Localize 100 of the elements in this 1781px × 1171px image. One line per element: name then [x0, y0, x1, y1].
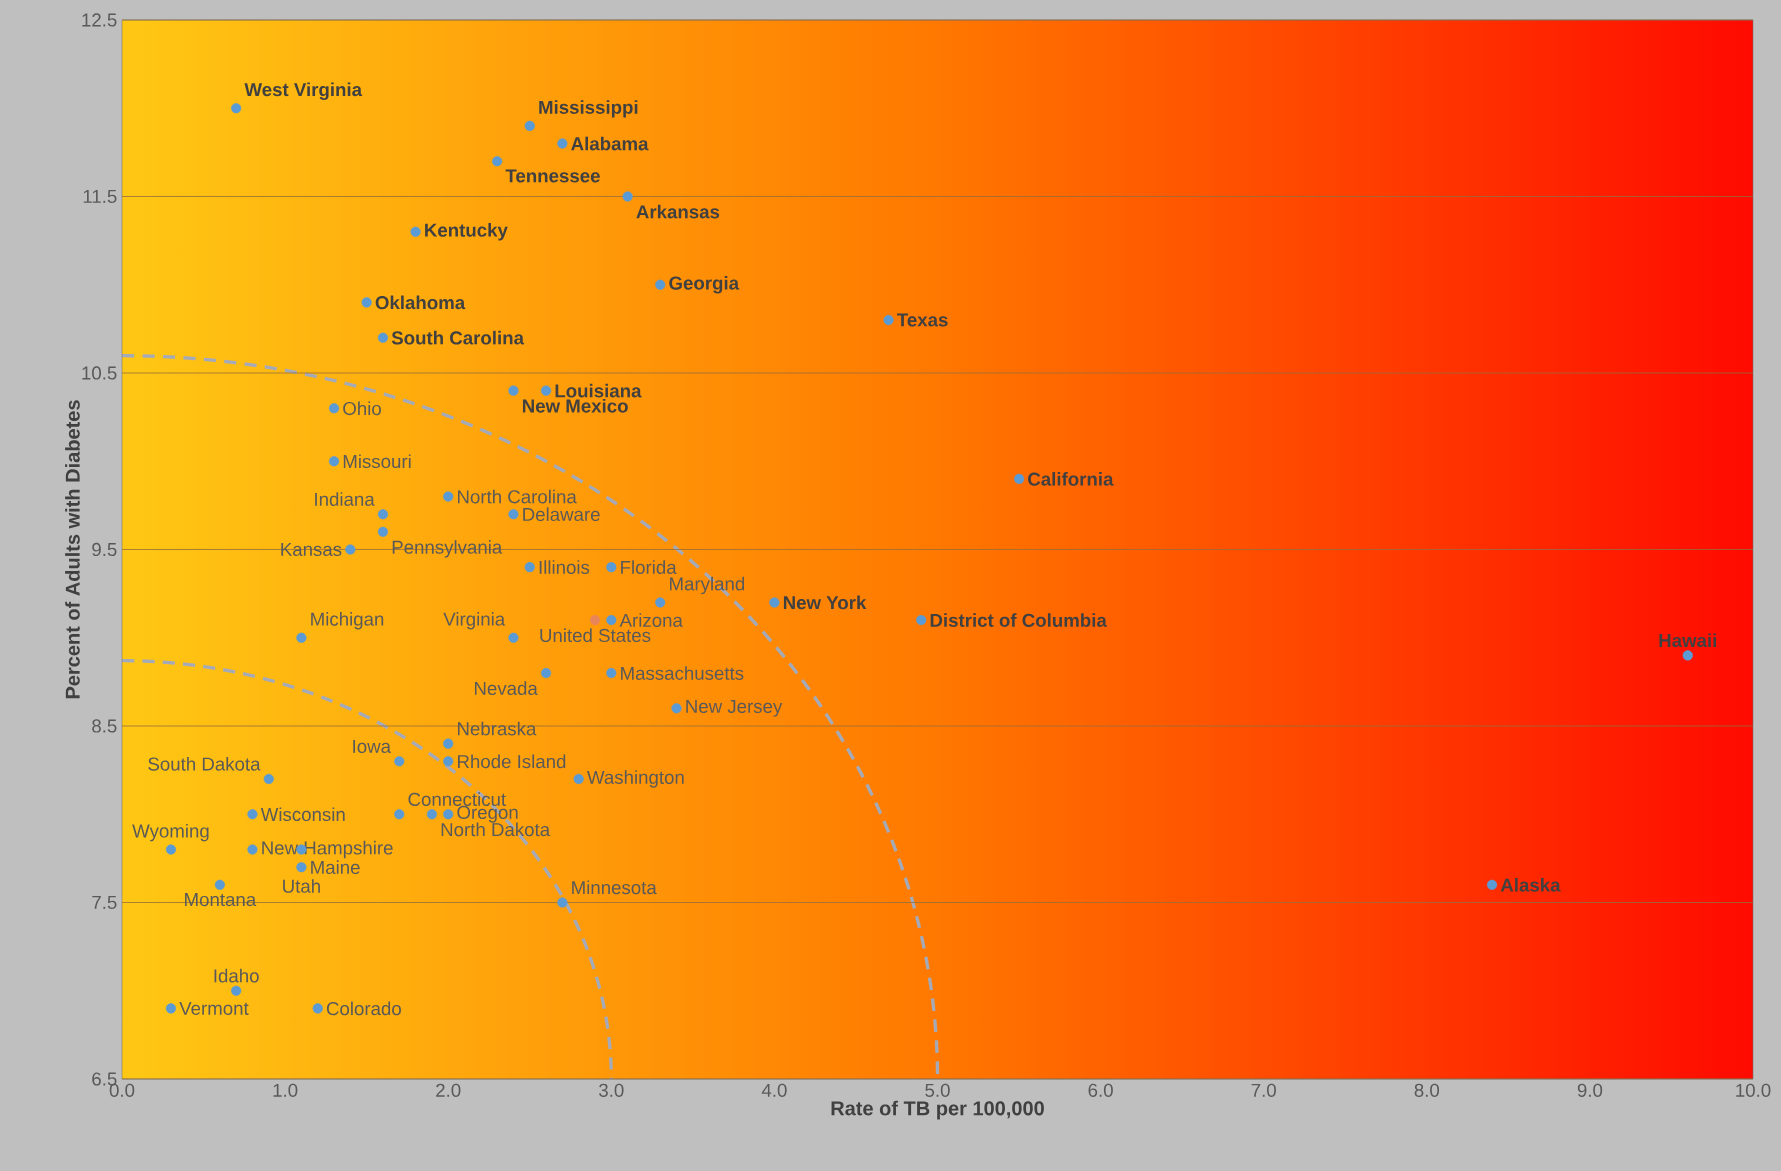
- point: [1682, 650, 1693, 661]
- x-axis-title: Rate of TB per 100,000: [831, 1100, 1044, 1120]
- data-label: New York: [783, 595, 867, 610]
- point: [606, 562, 617, 573]
- x-tick-label: 7.0: [1251, 1083, 1276, 1097]
- y-tick-label: 7.5: [92, 895, 117, 910]
- point: [377, 526, 389, 537]
- data-label: South Dakota: [148, 756, 261, 771]
- data-label: North Dakota: [441, 822, 551, 837]
- data-label: Vermont: [179, 1001, 249, 1015]
- data-label: Georgia: [669, 276, 740, 294]
- data-label: Missouri: [343, 454, 411, 469]
- data-label: Mississippi: [539, 100, 638, 118]
- point: [508, 632, 519, 643]
- data-label: Nebraska: [457, 721, 537, 736]
- x-tick-label: 8.0: [1414, 1083, 1440, 1097]
- point: [883, 314, 894, 326]
- point: [508, 509, 519, 520]
- data-label: Ohio: [343, 401, 381, 416]
- x-tick-label: 2.0: [436, 1083, 461, 1097]
- data-label: Arizona: [619, 613, 683, 627]
- point: [247, 809, 258, 820]
- point: [426, 809, 437, 820]
- point: [394, 756, 405, 767]
- data-label: Colorado: [326, 1001, 401, 1016]
- point: [655, 597, 666, 608]
- point: [165, 1003, 176, 1014]
- y-tick-label: 8.5: [92, 719, 117, 733]
- point: [394, 809, 405, 820]
- data-label: Maryland: [670, 576, 745, 595]
- data-label: Connecticut: [408, 792, 506, 806]
- data-label: Illinois: [539, 560, 590, 575]
- data-label: Wisconsin: [260, 807, 345, 822]
- point: [573, 773, 584, 785]
- x-tick-label: 4.0: [761, 1083, 787, 1097]
- point: [231, 985, 242, 996]
- data-label: North Carolina: [457, 489, 577, 504]
- data-label: Florida: [621, 560, 677, 575]
- data-label: Kentucky: [425, 223, 508, 241]
- data-label: Wyoming: [132, 823, 209, 842]
- y-axis-title: Percent of Adults with Diabetes: [65, 400, 80, 699]
- point: [361, 297, 372, 308]
- point: [443, 756, 454, 767]
- data-label: Virginia: [443, 612, 506, 630]
- point: [655, 279, 666, 290]
- data-label: Iowa: [353, 740, 392, 754]
- x-tick-label: 6.0: [1088, 1083, 1113, 1097]
- point: [671, 703, 682, 714]
- data-label: Idaho: [214, 968, 259, 983]
- data-label: New Jersey: [686, 699, 783, 717]
- data-label: Alabama: [571, 136, 649, 151]
- data-label: Kansas: [281, 542, 342, 557]
- point: [524, 120, 535, 131]
- point: [231, 103, 242, 114]
- data-label: Oregon: [457, 805, 518, 823]
- point: [1013, 473, 1025, 484]
- data-label: New Mexico: [522, 398, 628, 413]
- point: [443, 491, 454, 502]
- point: [443, 738, 454, 749]
- data-label: Indiana: [315, 492, 375, 506]
- data-label: Oklahoma: [375, 295, 466, 310]
- point: [296, 632, 307, 643]
- data-label: Washington: [587, 770, 684, 788]
- data-label: Hawaii: [1659, 633, 1717, 648]
- x-tick-label: 5.0: [925, 1083, 950, 1097]
- point: [345, 544, 356, 555]
- point: [377, 332, 389, 343]
- data-label: South Carolina: [391, 330, 525, 345]
- point: [622, 191, 633, 202]
- data-label: District of Columbia: [930, 613, 1107, 627]
- data-label: Delaware: [523, 507, 600, 522]
- data-label: Texas: [897, 313, 948, 327]
- x-tick-label: 10.0: [1736, 1083, 1771, 1097]
- point: [328, 456, 340, 467]
- data-label: West Virginia: [244, 82, 363, 100]
- y-tick-label: 12.5: [82, 13, 117, 27]
- data-label: Michigan: [311, 612, 384, 630]
- point: [443, 809, 454, 820]
- point: [916, 615, 927, 626]
- data-label: Arkansas: [636, 204, 720, 219]
- y-tick-label: 10.5: [82, 366, 117, 380]
- point: [769, 597, 780, 608]
- point: [296, 862, 307, 873]
- data-label: Nevada: [474, 681, 538, 696]
- y-tick-label: 9.5: [92, 542, 117, 557]
- data-label: Massachusetts: [621, 666, 744, 680]
- point: [312, 1003, 323, 1014]
- data-label: Louisiana: [555, 383, 642, 398]
- y-tick-label: 11.5: [83, 189, 117, 204]
- data-label: New Hampshire: [262, 840, 393, 859]
- data-label: Montana: [185, 893, 257, 907]
- point: [508, 385, 519, 396]
- point: [410, 226, 421, 237]
- data-label: California: [1028, 472, 1114, 486]
- point: [557, 138, 568, 149]
- point: [589, 615, 601, 626]
- x-tick-label: 9.0: [1577, 1083, 1603, 1097]
- point: [377, 509, 389, 520]
- point: [606, 615, 617, 626]
- data-label: United States: [540, 628, 651, 643]
